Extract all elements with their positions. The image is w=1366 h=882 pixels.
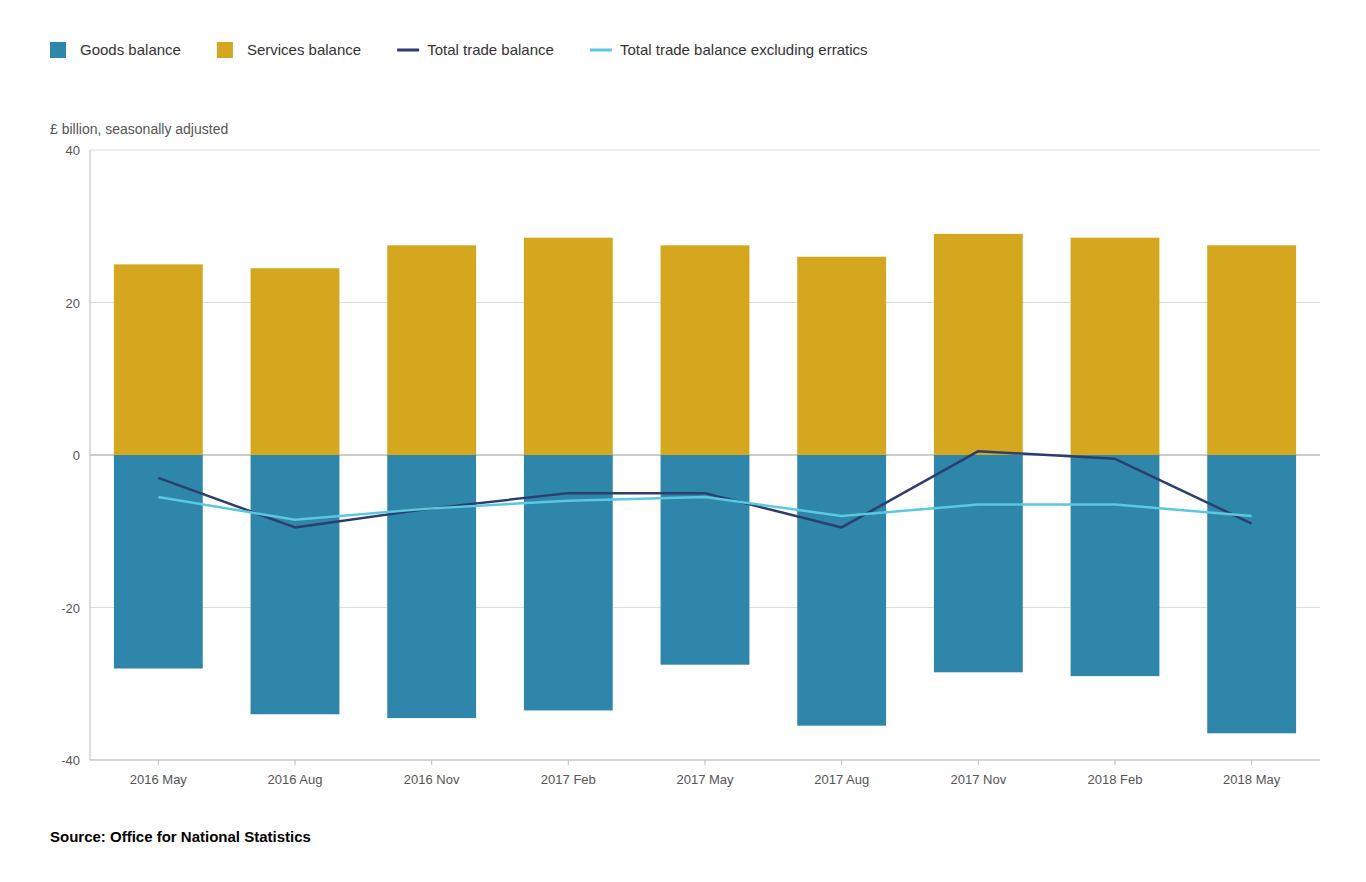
y-tick-label: 20: [66, 296, 80, 311]
x-tick-label: 2016 May: [130, 772, 188, 787]
x-tick: [1115, 760, 1116, 765]
bar: [797, 455, 886, 726]
grid-line: [90, 150, 1320, 151]
x-tick-label: 2017 Nov: [951, 772, 1007, 787]
legend-label: Goods balance: [80, 41, 181, 58]
x-tick-label: 2016 Aug: [268, 772, 323, 787]
x-tick: [1251, 760, 1252, 765]
bar: [387, 455, 476, 718]
bar: [524, 238, 613, 455]
bar: [387, 245, 476, 455]
bar: [251, 455, 340, 714]
line: [158, 497, 1251, 520]
bar: [1207, 245, 1296, 455]
x-tick: [431, 760, 432, 765]
x-tick-label: 2016 Nov: [404, 772, 460, 787]
bar: [797, 257, 886, 455]
bar: [251, 268, 340, 455]
x-tick-label: 2017 Aug: [814, 772, 869, 787]
legend-swatch: [590, 49, 612, 52]
x-tick: [568, 760, 569, 765]
background: [0, 0, 1366, 882]
x-tick-label: 2017 May: [676, 772, 734, 787]
x-tick: [705, 760, 706, 765]
bar: [934, 455, 1023, 672]
x-tick-label: 2017 Feb: [541, 772, 596, 787]
bar: [1071, 455, 1160, 676]
bar: [114, 264, 203, 455]
legend-swatch: [217, 42, 233, 58]
y-tick-label: -20: [61, 601, 80, 616]
legend-label: Total trade balance excluding erratics: [620, 41, 868, 58]
chart-container: -40 -20 0 20 40 2016 May 2016 Aug 2016 Nov 2017 …: [0, 0, 1366, 882]
y-tick-label: 0: [73, 448, 80, 463]
x-tick-label: 2018 May: [1223, 772, 1281, 787]
line: [158, 451, 1251, 527]
x-tick: [841, 760, 842, 765]
x-tick: [295, 760, 296, 765]
bar: [661, 455, 750, 665]
x-tick-label: 2018 Feb: [1088, 772, 1143, 787]
bar: [114, 455, 203, 669]
grid: [90, 150, 1320, 760]
legend: Goods balance Services balance Total trade…: [50, 41, 868, 58]
y-axis-line: [90, 150, 91, 760]
chart-svg: -40 -20 0 20 40 2016 May 2016 Aug 2016 Nov 2017 …: [0, 0, 1366, 882]
y-axis-label: £ billion, seasonally adjusted: [50, 121, 228, 137]
y-tick-label: -40: [61, 753, 80, 768]
y-tick-label: 40: [66, 143, 80, 158]
legend-label: Total trade balance: [427, 41, 554, 58]
x-tick: [158, 760, 159, 765]
bar: [1207, 455, 1296, 733]
bar: [661, 245, 750, 455]
legend-label: Services balance: [247, 41, 361, 58]
plot-marks: [114, 234, 1296, 733]
bar: [934, 234, 1023, 455]
legend-swatch: [397, 49, 419, 52]
source: Source: Office for National Statistics: [50, 828, 311, 845]
bar: [1071, 238, 1160, 455]
x-tick: [978, 760, 979, 765]
legend-swatch: [50, 42, 66, 58]
